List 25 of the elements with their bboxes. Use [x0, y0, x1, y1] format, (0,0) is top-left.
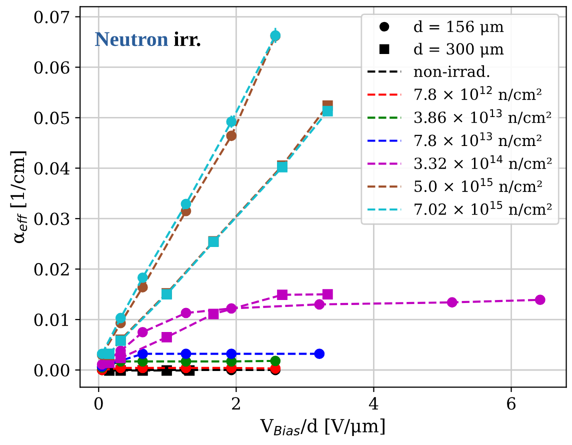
- y-tick-label: 0.01: [34, 313, 68, 326]
- legend-label: 3.86 × 10$^{13}$ n/cm²: [414, 109, 551, 124]
- y-tick-label: 0.04: [34, 162, 70, 175]
- y-tick-label: 0.05: [34, 112, 70, 124]
- annotation: Neutron: [95, 32, 168, 46]
- x-tick-label: 6: [507, 397, 516, 410]
- legend-label: 5.0 × 10$^{15}$ n/cm²: [414, 178, 542, 194]
- y-axis-title: α$_{eff}$ [1/cm]: [10, 151, 28, 244]
- legend-label: d = 156 μm: [414, 20, 504, 36]
- legend-label: d = 300 μm: [414, 42, 504, 58]
- x-tick-label: 4: [368, 397, 378, 410]
- legend-label: 7.02 × 10$^{15}$ n/cm²: [414, 201, 552, 216]
- y-tick-label: 0.00: [34, 364, 70, 377]
- legend-label: 7.8 × 10$^{12}$ n/cm²: [414, 86, 542, 102]
- y-tick-label: 0.06: [34, 61, 70, 74]
- x-axis-title: V$_{Bias}$/d [V/μm]: [260, 418, 384, 436]
- legend-label: non-irrad.: [414, 65, 490, 78]
- x-tick-label: 0: [94, 397, 103, 410]
- legend-label: 3.32 × 10$^{14}$ n/cm²: [414, 155, 552, 170]
- x-tick-label: 2: [232, 397, 240, 410]
- y-tick-label: 0.03: [34, 212, 70, 226]
- legend-label: 7.8 × 10$^{13}$ n/cm²: [414, 132, 542, 148]
- y-tick-label: 0.07: [34, 10, 70, 24]
- annotation: irr.: [174, 31, 200, 46]
- y-tick-label: 0.02: [34, 263, 69, 276]
